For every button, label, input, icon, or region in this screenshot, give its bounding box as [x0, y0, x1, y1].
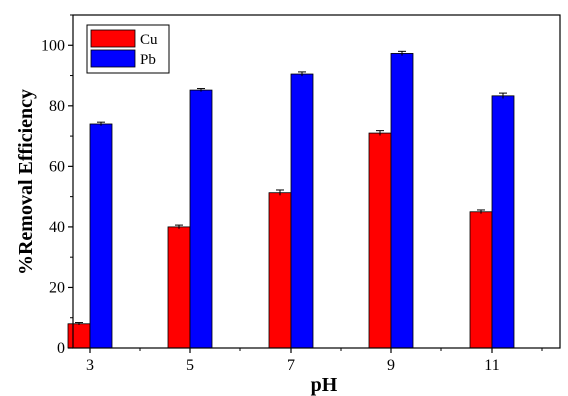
bar-pb-ph-7 [290, 73, 314, 349]
x-tick-label-9: 9 [387, 357, 395, 374]
y-tick-label-60: 60 [49, 158, 65, 175]
bar-cu-ph-9 [368, 132, 392, 349]
bar-pb-ph-5 [189, 89, 213, 349]
legend-label-pb: Pb [140, 52, 156, 68]
bars-layer [67, 50, 515, 349]
x-axis-title: pH [311, 374, 338, 396]
y-tick-label-40: 40 [49, 219, 65, 236]
x-tick-label-3: 3 [86, 357, 94, 374]
bar-pb-ph-11 [491, 95, 515, 349]
x-tick-label-7: 7 [287, 357, 295, 374]
y-tick-label-100: 100 [41, 37, 65, 54]
legend: Cu Pb [86, 24, 170, 74]
x-tick-label-11: 11 [484, 357, 499, 374]
y-tick-label-80: 80 [49, 98, 65, 115]
plot-area-border [72, 14, 561, 349]
y-axis-title: %Removal Efficiency [15, 89, 37, 275]
bar-pb-ph-3 [89, 123, 113, 349]
bar-pb-ph-9 [390, 53, 414, 349]
legend-swatch-pb [90, 49, 136, 68]
bar-cu-ph-5 [167, 226, 191, 349]
x-tick-label-5: 5 [186, 357, 194, 374]
bar-cu-ph-3 [67, 323, 91, 349]
bar-cu-ph-11 [469, 211, 493, 349]
ticks-layer: 0 20 40 60 80 100 3 5 7 9 11 [41, 14, 543, 374]
bar-cu-ph-7 [268, 192, 292, 349]
y-tick-label-0: 0 [57, 340, 65, 357]
plot-frame [72, 14, 561, 349]
legend-swatch-cu [90, 29, 136, 48]
legend-label-cu: Cu [140, 32, 158, 48]
y-tick-label-20: 20 [49, 279, 65, 296]
